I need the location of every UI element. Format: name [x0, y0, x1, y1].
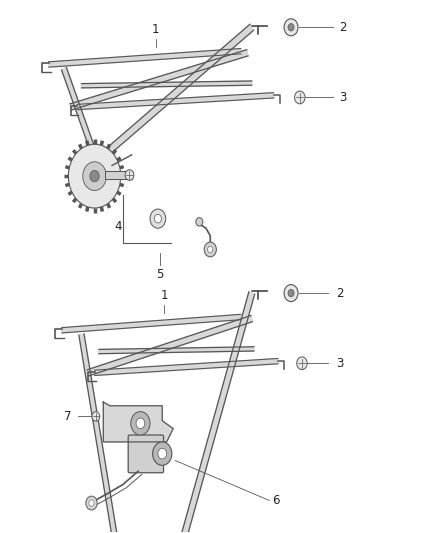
- Circle shape: [68, 144, 121, 208]
- Circle shape: [152, 442, 172, 465]
- Circle shape: [86, 496, 97, 510]
- Text: 7: 7: [64, 410, 71, 423]
- Polygon shape: [79, 334, 143, 533]
- Circle shape: [90, 171, 99, 182]
- Circle shape: [294, 91, 305, 104]
- Circle shape: [83, 162, 106, 190]
- Circle shape: [196, 217, 203, 226]
- Circle shape: [284, 285, 298, 302]
- Circle shape: [150, 209, 166, 228]
- Circle shape: [89, 500, 94, 506]
- Circle shape: [136, 418, 145, 429]
- Circle shape: [131, 411, 150, 435]
- Polygon shape: [87, 316, 252, 376]
- Polygon shape: [95, 24, 254, 164]
- Text: 2: 2: [336, 287, 343, 300]
- FancyBboxPatch shape: [128, 435, 163, 473]
- Text: 1: 1: [152, 23, 159, 36]
- Circle shape: [288, 23, 294, 31]
- Text: 1: 1: [161, 289, 168, 302]
- Polygon shape: [70, 50, 248, 110]
- Circle shape: [154, 214, 162, 223]
- Text: 5: 5: [156, 268, 164, 280]
- Polygon shape: [77, 93, 274, 110]
- Polygon shape: [49, 49, 241, 67]
- Polygon shape: [62, 314, 241, 333]
- Polygon shape: [95, 359, 278, 375]
- Circle shape: [158, 448, 166, 459]
- Text: 3: 3: [339, 91, 346, 104]
- Text: 6: 6: [272, 494, 280, 507]
- Circle shape: [125, 169, 134, 180]
- Circle shape: [92, 411, 100, 421]
- Text: 3: 3: [336, 357, 343, 370]
- Polygon shape: [99, 347, 254, 354]
- Circle shape: [208, 246, 213, 253]
- Circle shape: [204, 242, 216, 257]
- Polygon shape: [103, 402, 173, 442]
- Polygon shape: [138, 292, 254, 533]
- Polygon shape: [62, 68, 99, 163]
- Text: 2: 2: [339, 21, 346, 34]
- Circle shape: [284, 19, 298, 36]
- Polygon shape: [81, 81, 252, 88]
- Circle shape: [288, 289, 294, 297]
- Circle shape: [297, 357, 307, 369]
- Text: 4: 4: [115, 220, 122, 233]
- Polygon shape: [106, 171, 132, 179]
